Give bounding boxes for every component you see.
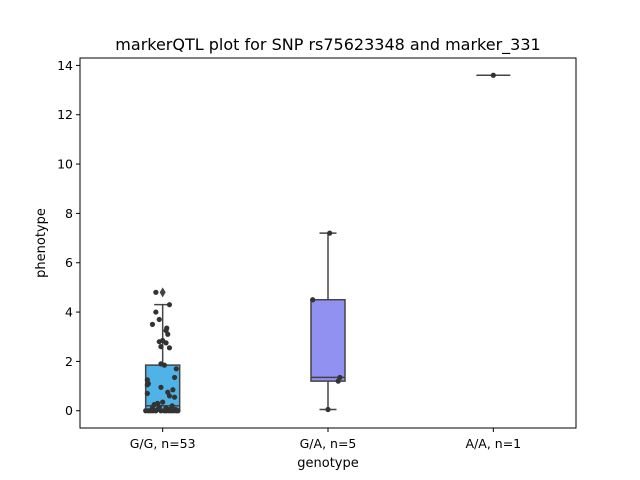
- data-point: [169, 403, 175, 409]
- data-point: [144, 390, 150, 397]
- data-point: [144, 377, 150, 383]
- x-tick-label: G/G, n=53: [130, 436, 196, 451]
- y-tick-label: 0: [65, 403, 73, 418]
- x-tick-label: G/A, n=5: [300, 436, 357, 451]
- y-tick-label: 12: [57, 107, 73, 122]
- chart-title: markerQTL plot for SNP rs75623348 and ma…: [115, 35, 540, 55]
- data-point: [337, 374, 343, 381]
- data-point: [166, 345, 173, 351]
- y-tick-label: 2: [65, 354, 73, 369]
- data-point: [160, 337, 166, 344]
- data-point: [158, 361, 164, 367]
- data-point: [166, 302, 173, 308]
- y-tick-label: 6: [65, 255, 73, 270]
- data-point: [164, 325, 170, 331]
- data-point: [310, 297, 316, 303]
- data-point: [325, 406, 331, 413]
- y-tick-label: 14: [57, 58, 73, 73]
- data-point: [490, 72, 496, 78]
- y-tick-label: 4: [65, 305, 73, 320]
- data-point: [154, 400, 161, 406]
- data-point: [145, 408, 151, 414]
- data-point: [170, 387, 176, 393]
- data-point: [160, 399, 166, 405]
- data-point: [153, 289, 159, 295]
- x-tick-label: A/A, n=1: [466, 436, 522, 451]
- data-point: [165, 389, 171, 395]
- box: [310, 298, 346, 382]
- data-point: [173, 366, 179, 372]
- y-tick-label: 10: [57, 157, 73, 172]
- data-point: [158, 344, 164, 350]
- outlier-marker: [159, 287, 166, 298]
- y-tick-label: 8: [65, 206, 73, 221]
- data-point: [171, 374, 178, 381]
- data-point: [153, 309, 159, 315]
- plot-area: [143, 72, 511, 414]
- data-point: [156, 316, 162, 323]
- data-point: [171, 394, 178, 400]
- x-axis-label: genotype: [297, 456, 358, 471]
- data-point: [327, 230, 333, 236]
- y-axis-label: phenotype: [34, 208, 49, 278]
- data-point: [163, 405, 169, 411]
- data-point: [158, 384, 164, 390]
- data-point: [149, 321, 156, 327]
- data-point: [172, 406, 179, 413]
